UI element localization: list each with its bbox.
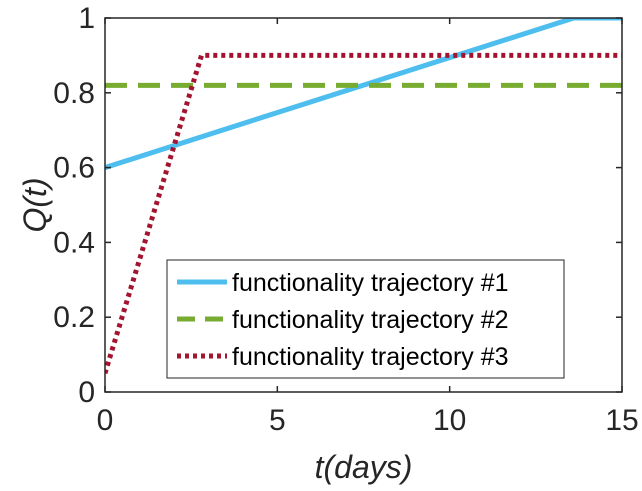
x-tick-label: 0 <box>97 404 114 437</box>
legend-box <box>166 259 565 379</box>
y-tick-label: 0 <box>78 376 95 409</box>
tick-layer: 0 5 10 15 0 0.2 0.4 0.6 0.8 1 <box>53 2 638 437</box>
legend-entry-3: functionality trajectory #3 <box>232 343 509 371</box>
legend-entry-1: functionality trajectory #1 <box>232 269 509 297</box>
legend: functionality trajectory #1 functionality… <box>166 259 565 379</box>
y-tick-label: 1 <box>78 2 95 35</box>
series-layer <box>105 18 622 375</box>
x-tick-label: 5 <box>269 404 286 437</box>
y-tick-label: 0.4 <box>53 226 95 259</box>
y-axis-label: Q(t) <box>17 177 53 232</box>
legend-entry-2: functionality trajectory #2 <box>232 306 509 334</box>
x-tick-label: 15 <box>605 404 638 437</box>
series-line-1 <box>105 18 622 170</box>
y-tick-label: 0.2 <box>53 301 95 334</box>
x-tick-label: 10 <box>433 404 466 437</box>
y-tick-label: 0.8 <box>53 77 95 110</box>
x-axis-label: t(days) <box>315 449 413 485</box>
axes-box <box>104 17 623 393</box>
y-tick-label: 0.6 <box>53 152 95 185</box>
